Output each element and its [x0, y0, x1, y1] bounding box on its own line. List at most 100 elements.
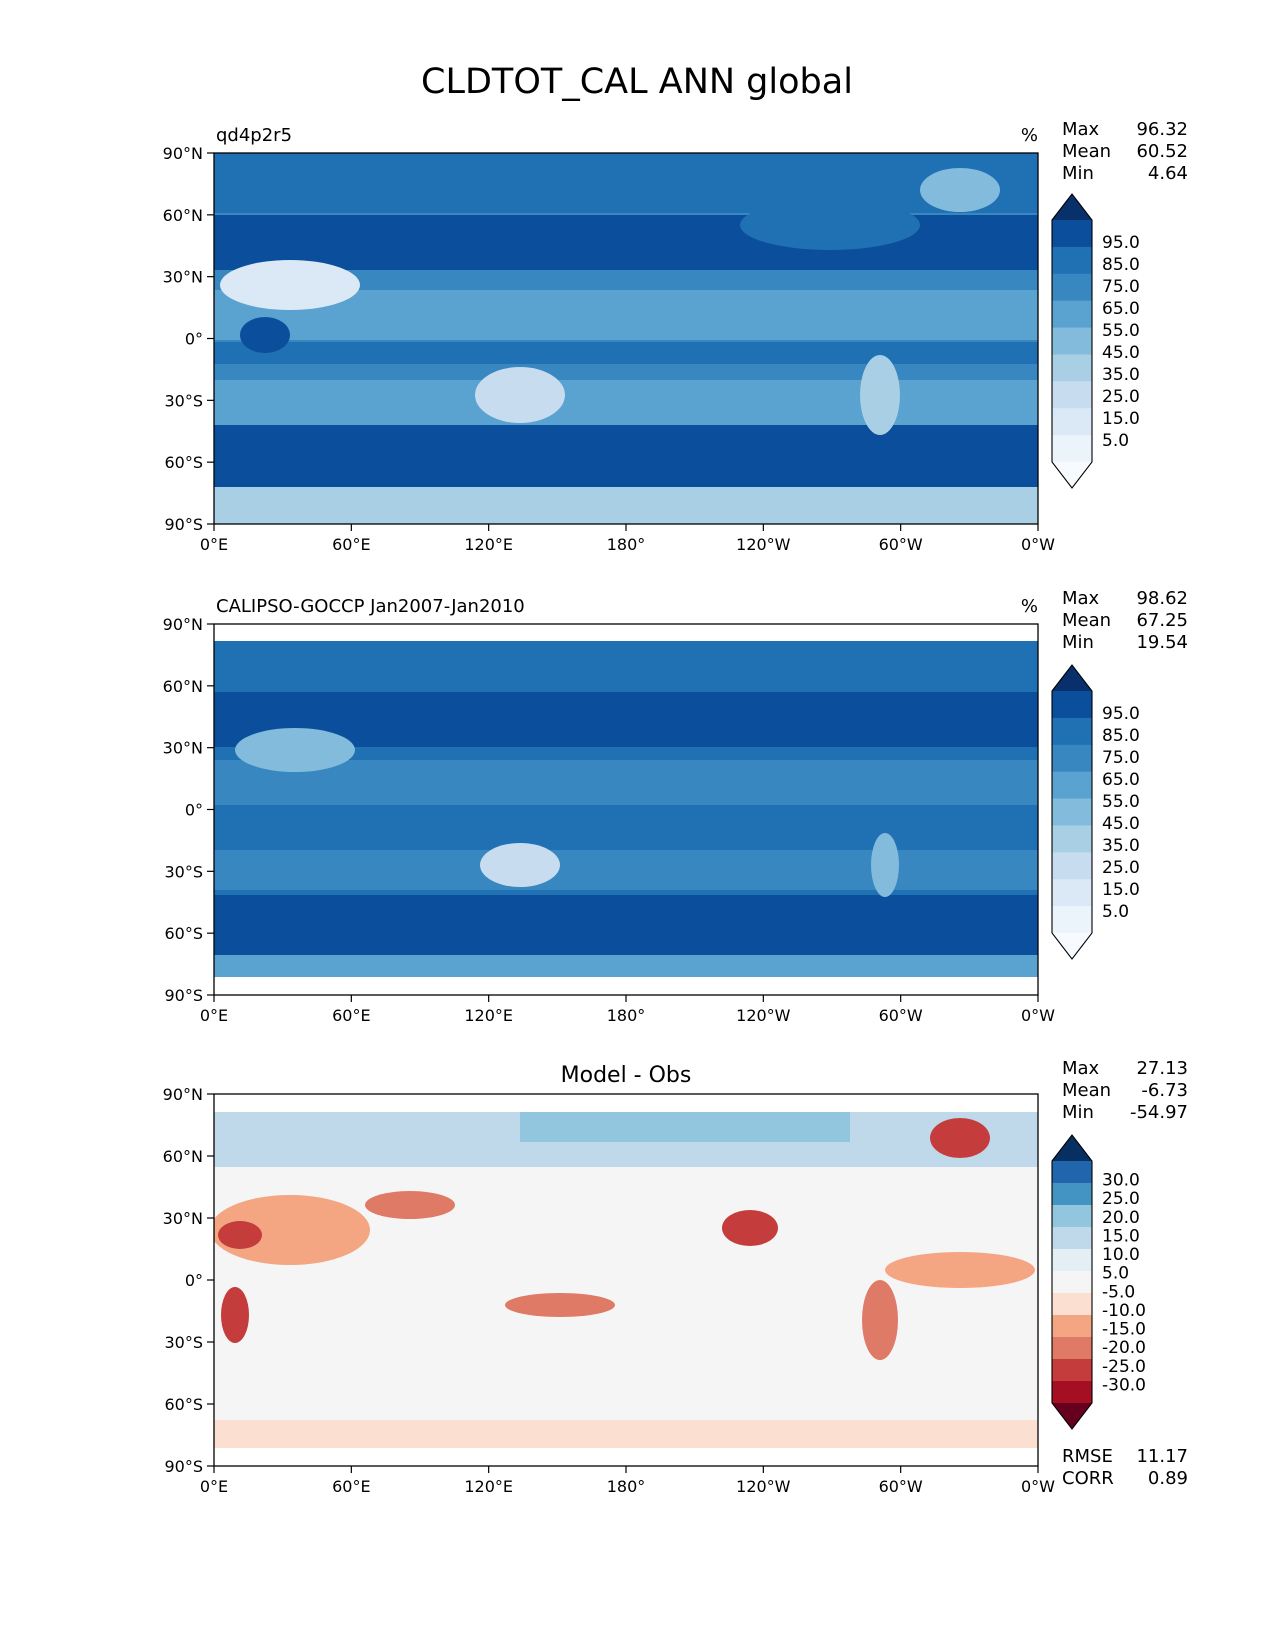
model-colorbar-label: 35.0 [1102, 365, 1140, 385]
diff-x-tick-label: 60°W [879, 1477, 923, 1496]
diff-colorbar-label: -20.0 [1102, 1338, 1146, 1358]
diff-colorbar-bottom-extension [1052, 1403, 1092, 1429]
diff-x-tick-label: 0°E [200, 1477, 228, 1496]
obs-sahara [235, 728, 355, 772]
model-y-tick-label: 60°N [163, 206, 203, 225]
model-y-tick-label: 90°S [164, 515, 203, 534]
model-y-tick-label: 90°N [163, 144, 203, 163]
obs-colorbar-label: 75.0 [1102, 748, 1140, 768]
diff-andes-negative [862, 1280, 898, 1360]
diff-colorbar-label: -5.0 [1102, 1282, 1135, 1302]
diff-metrics: RMSE 11.17 CORR 0.89 [1062, 1446, 1188, 1489]
obs-max-label: Max [1062, 588, 1100, 609]
diff-max-label: Max [1062, 1058, 1100, 1079]
diff-max-value: 27.13 [1136, 1058, 1188, 1079]
diff-y-ticks: 90°N 60°N 30°N 0° 30°S 60°S 90°S [163, 1085, 214, 1476]
model-x-tick-label: 0°E [200, 535, 228, 554]
diff-colorbar-bin [1052, 1315, 1092, 1338]
diff-colorbar-label: 20.0 [1102, 1208, 1140, 1228]
model-subtropic-north [214, 290, 1038, 340]
obs-arctic-band [214, 641, 1038, 691]
diff-colorbar-bin [1052, 1381, 1092, 1404]
diff-y-tick-label: 30°S [164, 1333, 203, 1352]
obs-y-tick-label: 90°N [163, 615, 203, 634]
diff-y-tick-label: 90°N [163, 1085, 203, 1104]
model-colorbar-label: 5.0 [1102, 431, 1129, 451]
diff-y-tick-label: 90°S [164, 1457, 203, 1476]
model-mean-value: 60.52 [1136, 141, 1188, 162]
model-colorbar-label: 15.0 [1102, 409, 1140, 429]
obs-title: CALIPSO-GOCCP Jan2007-Jan2010 [216, 596, 525, 617]
diff-colorbar-bin [1052, 1161, 1092, 1184]
obs-x-tick-label: 120°W [736, 1006, 791, 1025]
model-arctic-band [214, 153, 1038, 213]
model-x-tick-label: 120°W [736, 535, 791, 554]
obs-colorbar-label: 45.0 [1102, 814, 1140, 834]
panel-model: qd4p2r5 % Max 96.32 Mean 60.52 Min 4.64 … [163, 119, 1188, 554]
obs-colorbar-outline [1051, 664, 1093, 960]
diff-corr-value: 0.89 [1148, 1468, 1188, 1489]
model-colorbar-bin [1052, 408, 1092, 436]
model-southern-ocean [214, 425, 1038, 487]
obs-stats: Max 98.62 Mean 67.25 Min 19.54 [1062, 588, 1188, 653]
diff-x-tick-label: 0°W [1021, 1477, 1055, 1496]
model-greenland [920, 168, 1000, 212]
model-colorbar-bin [1052, 220, 1092, 248]
obs-x-ticks: 0°E 60°E 120°E 180° 120°W 60°W 0°W [200, 995, 1055, 1025]
model-x-tick-label: 60°E [332, 535, 370, 554]
diff-min-label: Min [1062, 1102, 1094, 1123]
model-colorbar: 95.085.075.065.055.045.035.025.015.05.0 [1051, 193, 1140, 489]
diff-colorbar-label: 10.0 [1102, 1245, 1140, 1265]
diff-y-tick-label: 60°N [163, 1147, 203, 1166]
obs-y-tick-label: 90°S [164, 986, 203, 1005]
diff-y-tick-label: 0° [185, 1271, 203, 1290]
diff-colorbar-bin [1052, 1183, 1092, 1206]
obs-x-tick-label: 120°E [464, 1006, 513, 1025]
model-mean-label: Mean [1062, 141, 1111, 162]
obs-itcz [214, 806, 1038, 836]
obs-y-tick-label: 0° [185, 801, 203, 820]
obs-colorbar-bin [1052, 798, 1092, 826]
obs-x-tick-label: 60°E [332, 1006, 370, 1025]
obs-southern-ocean [214, 895, 1038, 955]
obs-min-value: 19.54 [1136, 632, 1188, 653]
obs-x-tick-label: 0°W [1021, 1006, 1055, 1025]
obs-colorbar-label: 55.0 [1102, 792, 1140, 812]
diff-greenland-negative [930, 1118, 990, 1158]
diff-colorbar-bin [1052, 1337, 1092, 1360]
diff-corr-label: CORR [1062, 1468, 1114, 1489]
obs-y-ticks: 90°N 60°N 30°N 0° 30°S 60°S 90°S [163, 615, 214, 1005]
diff-x-tick-label: 120°E [464, 1477, 513, 1496]
obs-andes [871, 833, 899, 897]
model-stats: Max 96.32 Mean 60.52 Min 4.64 [1062, 119, 1188, 184]
obs-colorbar: 95.085.075.065.055.045.035.025.015.05.0 [1051, 664, 1140, 960]
model-x-tick-label: 60°W [879, 535, 923, 554]
model-colorbar-label: 95.0 [1102, 233, 1140, 253]
model-colorbar-label: 55.0 [1102, 321, 1140, 341]
model-max-value: 96.32 [1136, 119, 1188, 140]
diff-colorbar-label: 15.0 [1102, 1226, 1140, 1246]
diff-x-tick-label: 120°W [736, 1477, 791, 1496]
diff-colorbar-outline [1051, 1134, 1093, 1430]
model-andes-clear [860, 355, 900, 435]
obs-y-tick-label: 30°S [164, 862, 203, 881]
diff-south-pacific-negative [505, 1293, 615, 1317]
diff-east-pacific-negative [722, 1210, 778, 1246]
diff-colorbar-top-extension [1052, 1135, 1092, 1161]
model-colorbar-top-extension [1052, 194, 1092, 220]
diff-min-value: -54.97 [1130, 1102, 1188, 1123]
obs-max-value: 98.62 [1136, 588, 1188, 609]
obs-x-tick-label: 0°E [200, 1006, 228, 1025]
model-colorbar-bin [1052, 246, 1092, 275]
panel-difference: Model - Obs Max 27.13 Mean -6.73 Min -54… [163, 1058, 1188, 1496]
model-x-ticks: 0°E 60°E 120°E 180° 120°W 60°W 0°W [200, 524, 1055, 554]
model-australia-clear [475, 367, 565, 423]
obs-y-tick-label: 30°N [163, 739, 203, 758]
model-y-tick-label: 0° [185, 330, 203, 349]
model-title: qd4p2r5 [216, 125, 292, 146]
obs-colorbar-bin [1052, 879, 1092, 907]
obs-mean-label: Mean [1062, 610, 1111, 631]
diff-colorbar: 30.025.020.015.010.05.0-5.0-10.0-15.0-20… [1051, 1134, 1146, 1430]
model-colorbar-label: 75.0 [1102, 277, 1140, 297]
